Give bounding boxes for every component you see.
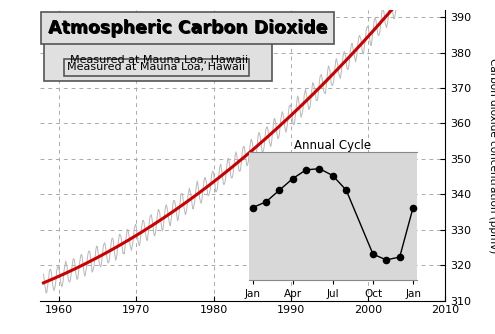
Point [302, 167, 310, 172]
Point [262, 199, 270, 204]
Y-axis label: Carbon dioxide concentration (ppmv): Carbon dioxide concentration (ppmv) [488, 58, 495, 253]
Point [382, 257, 390, 263]
Text: Measured at Mauna Loa, Hawaii: Measured at Mauna Loa, Hawaii [70, 55, 248, 65]
Point [248, 205, 256, 210]
Text: Atmospheric Carbon Dioxide: Atmospheric Carbon Dioxide [49, 20, 328, 38]
Text: Atmospheric Carbon Dioxide: Atmospheric Carbon Dioxide [48, 19, 327, 37]
Point [289, 176, 297, 181]
Point [275, 187, 283, 193]
Point [396, 254, 403, 260]
FancyBboxPatch shape [45, 16, 272, 81]
Title: Annual Cycle: Annual Cycle [295, 139, 371, 152]
Point [315, 166, 323, 171]
Text: Measured at Mauna Loa, Hawaii: Measured at Mauna Loa, Hawaii [67, 62, 246, 72]
Point [369, 252, 377, 257]
Point [409, 205, 417, 210]
Point [342, 187, 350, 193]
Point [329, 173, 337, 178]
